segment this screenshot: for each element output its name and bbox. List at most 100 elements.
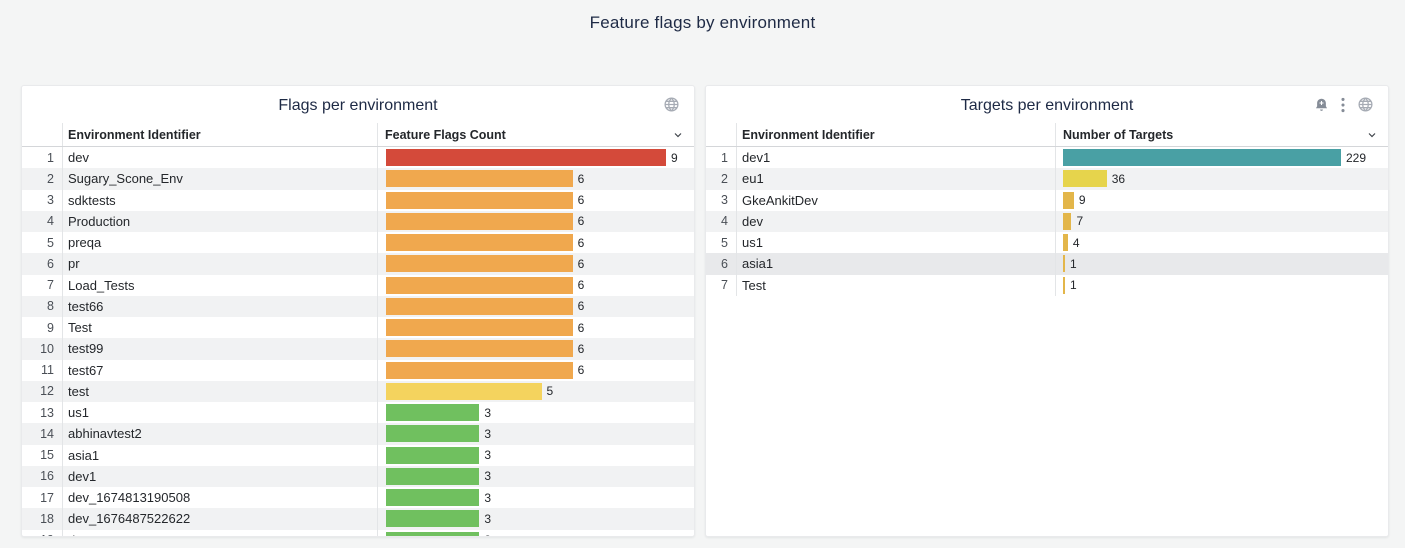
table-row: 17 dev_1674813190508 3 — [22, 487, 694, 509]
table-row: 5 us1 4 — [706, 232, 1388, 254]
bar-gauge-cell: 1 — [1056, 253, 1388, 274]
environment-cell: test66 — [63, 295, 378, 317]
bar-gauge-cell: 6 — [378, 296, 694, 317]
bar-gauge-cell: 6 — [378, 360, 694, 381]
table-row: 1 dev 9 — [22, 147, 694, 169]
bar-gauge — [386, 510, 480, 528]
environment-cell: dev — [63, 147, 378, 169]
table-row: 12 test 5 — [22, 380, 694, 402]
bar-value-label: 3 — [484, 490, 492, 505]
bar-gauge-cell: 5 — [378, 381, 694, 402]
page-title: Feature flags by environment — [589, 13, 816, 32]
bar-value-label: 6 — [577, 214, 585, 229]
table-row: 6 asia1 1 — [706, 253, 1388, 275]
kebab-menu-icon[interactable] — [1341, 97, 1345, 113]
bar-value-label: 3 — [484, 511, 492, 526]
bar-value-label: 6 — [577, 256, 585, 271]
environment-cell: dev1 — [737, 147, 1056, 169]
row-index: 16 — [22, 465, 63, 487]
bar-value-label: 6 — [577, 341, 585, 356]
bar-value-label: 36 — [1111, 171, 1126, 186]
chevron-down-icon[interactable] — [1366, 129, 1378, 141]
bar-value-label: 6 — [577, 278, 585, 293]
table-row: 4 dev 7 — [706, 210, 1388, 232]
bar-gauge-cell: 9 — [1056, 190, 1388, 211]
environment-cell: asia1 — [737, 253, 1056, 275]
environment-cell: Production — [63, 210, 378, 232]
table-row: 14 abhinavtest2 3 — [22, 423, 694, 445]
bar-gauge-cell: 7 — [1056, 211, 1388, 232]
bar-value-label: 6 — [577, 235, 585, 250]
table-row: 7 Load_Tests 6 — [22, 274, 694, 296]
table-row: 15 asia1 3 — [22, 444, 694, 466]
panel-title[interactable]: Flags per environment — [278, 97, 438, 114]
environment-cell: pr — [63, 253, 378, 275]
bar-gauge-cell: 6 — [378, 317, 694, 338]
environment-cell: eu1 — [737, 168, 1056, 190]
value-column-header[interactable]: Feature Flags Count — [385, 127, 506, 142]
row-index: 2 — [22, 168, 63, 190]
bar-gauge — [386, 276, 573, 294]
table-row: 1 dev1 229 — [706, 147, 1388, 169]
table-row: 3 GkeAnkitDev 9 — [706, 189, 1388, 211]
bar-value-label: 6 — [577, 299, 585, 314]
bar-gauge — [386, 234, 573, 252]
bar-gauge-cell: 36 — [1056, 168, 1388, 189]
table-header: Environment Identifier Number of Targets — [706, 123, 1388, 147]
environment-column-header[interactable]: Environment Identifier — [63, 123, 378, 146]
table-row: 6 pr 6 — [22, 253, 694, 275]
environment-cell: test — [63, 380, 378, 402]
bar-gauge-cell: 229 — [1056, 147, 1388, 168]
bar-gauge — [386, 255, 573, 273]
table-row: 8 test66 6 — [22, 295, 694, 317]
bar-gauge-cell: 3 — [378, 445, 694, 466]
row-index: 3 — [706, 189, 737, 211]
bar-gauge-cell: 6 — [378, 232, 694, 253]
panel-title[interactable]: Targets per environment — [960, 97, 1134, 114]
row-index: 10 — [22, 338, 63, 360]
table-row: 9 Test 6 — [22, 317, 694, 339]
bar-gauge — [386, 212, 573, 230]
bar-value-label: 1 — [1070, 256, 1077, 271]
row-index: 1 — [706, 147, 737, 169]
environment-column-header[interactable]: Environment Identifier — [737, 123, 1056, 146]
environment-cell: asia1 — [63, 444, 378, 466]
globe-icon[interactable] — [1357, 96, 1374, 113]
bar-gauge — [386, 340, 573, 358]
row-index: 7 — [706, 274, 737, 296]
panel-header: Flags per environment — [22, 86, 694, 123]
bar-gauge-cell: 3 — [378, 423, 694, 444]
row-index: 5 — [706, 232, 737, 254]
row-index: 11 — [22, 359, 63, 381]
table-row: 11 test67 6 — [22, 359, 694, 381]
environment-cell: dev_1676487522622 — [63, 508, 378, 530]
row-index: 6 — [706, 253, 737, 275]
bar-value-label: 4 — [1072, 235, 1080, 250]
environment-cell: test99 — [63, 338, 378, 360]
bar-gauge — [1063, 255, 1065, 273]
table-body: 1 dev1 229 2 eu1 36 3 GkeAnkitDev 9 4 dev 7 5 us1 4 6 as… — [706, 147, 1388, 296]
chevron-down-icon[interactable] — [672, 129, 684, 141]
bar-value-label: 3 — [484, 405, 492, 420]
bar-gauge-cell: 3 — [378, 487, 694, 508]
bar-gauge — [1063, 234, 1068, 252]
table-row: 3 sdktests 6 — [22, 189, 694, 211]
environment-cell: dev_1676487546612 — [63, 529, 378, 536]
bar-gauge — [386, 361, 573, 379]
bar-value-label: 9 — [1078, 193, 1086, 208]
environment-cell: sdktests — [63, 189, 378, 211]
row-index: 18 — [22, 508, 63, 530]
row-index: 9 — [22, 317, 63, 339]
alert-bell-icon[interactable] — [1314, 97, 1329, 113]
globe-icon[interactable] — [663, 96, 680, 113]
environment-cell: GkeAnkitDev — [737, 189, 1056, 211]
bar-gauge-cell: 3 — [378, 466, 694, 487]
bar-value-label: 1 — [1070, 278, 1077, 293]
table-row: 18 dev_1676487522622 3 — [22, 508, 694, 530]
bar-gauge — [386, 191, 573, 209]
panel-flags-per-environment: Flags per environment Environment Identi… — [21, 85, 695, 537]
value-column-header[interactable]: Number of Targets — [1063, 127, 1174, 142]
bar-gauge — [1063, 149, 1341, 167]
environment-cell: dev — [737, 210, 1056, 232]
bar-gauge-cell: 6 — [378, 190, 694, 211]
